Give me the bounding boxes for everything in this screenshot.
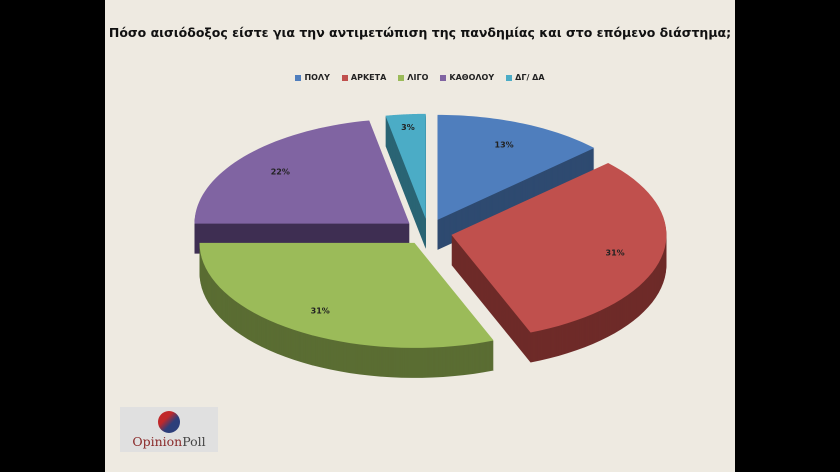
- data-label: 31%: [606, 249, 625, 258]
- pie-slice-πολυ: [437, 114, 595, 250]
- data-label: 13%: [495, 141, 514, 150]
- legend-item: ΑΡΚΕΤΑ: [341, 73, 387, 82]
- data-label: 31%: [311, 307, 330, 316]
- logo-text: OpinionPoll: [132, 434, 206, 449]
- slice-top: [194, 120, 410, 224]
- slice-top: [437, 114, 595, 220]
- legend-label: ΔΓ/ ΔΑ: [515, 73, 545, 82]
- legend: ΠΟΛΥ ΑΡΚΕΤΑ ΛΙΓΟ ΚΑΘΟΛΟΥ ΔΓ/ ΔΑ: [105, 73, 735, 82]
- chart-title: Πόσο αισιόδοξος είστε για την αντιμετώπι…: [108, 25, 732, 40]
- legend-label: ΑΡΚΕΤΑ: [350, 73, 387, 82]
- opinionpoll-logo: OpinionPoll: [120, 407, 218, 452]
- legend-swatch: [295, 74, 302, 81]
- legend-item: ΔΓ/ ΔΑ: [506, 73, 545, 82]
- data-label: 3%: [401, 123, 415, 132]
- pie-slice-δγ-δα: [385, 113, 426, 249]
- legend-item: ΚΑΘΟΛΟΥ: [440, 73, 494, 82]
- legend-label: ΠΟΛΥ: [304, 73, 330, 82]
- slice-top: [385, 113, 426, 219]
- legend-item: ΠΟΛΥ: [295, 73, 330, 82]
- legend-swatch: [398, 74, 405, 81]
- pie-slice-λιγο: [199, 242, 494, 378]
- pie-chart: 13% 31% 31% 22% 3%: [194, 113, 667, 378]
- legend-swatch: [506, 74, 513, 81]
- legend-swatch: [440, 74, 447, 81]
- slide: Πόσο αισιόδοξος είστε για την αντιμετώπι…: [105, 0, 735, 472]
- slice-top: [451, 163, 667, 333]
- legend-label: ΛΙΓΟ: [407, 73, 429, 82]
- pie-slice-αρκετα: [451, 163, 667, 363]
- pie-slice-καθολου: [194, 120, 410, 254]
- data-label: 22%: [271, 167, 290, 176]
- logo-circle-icon: [158, 411, 180, 433]
- slice-top: [199, 242, 494, 348]
- legend-item: ΛΙΓΟ: [398, 73, 428, 82]
- legend-label: ΚΑΘΟΛΟΥ: [449, 73, 495, 82]
- legend-swatch: [341, 74, 348, 81]
